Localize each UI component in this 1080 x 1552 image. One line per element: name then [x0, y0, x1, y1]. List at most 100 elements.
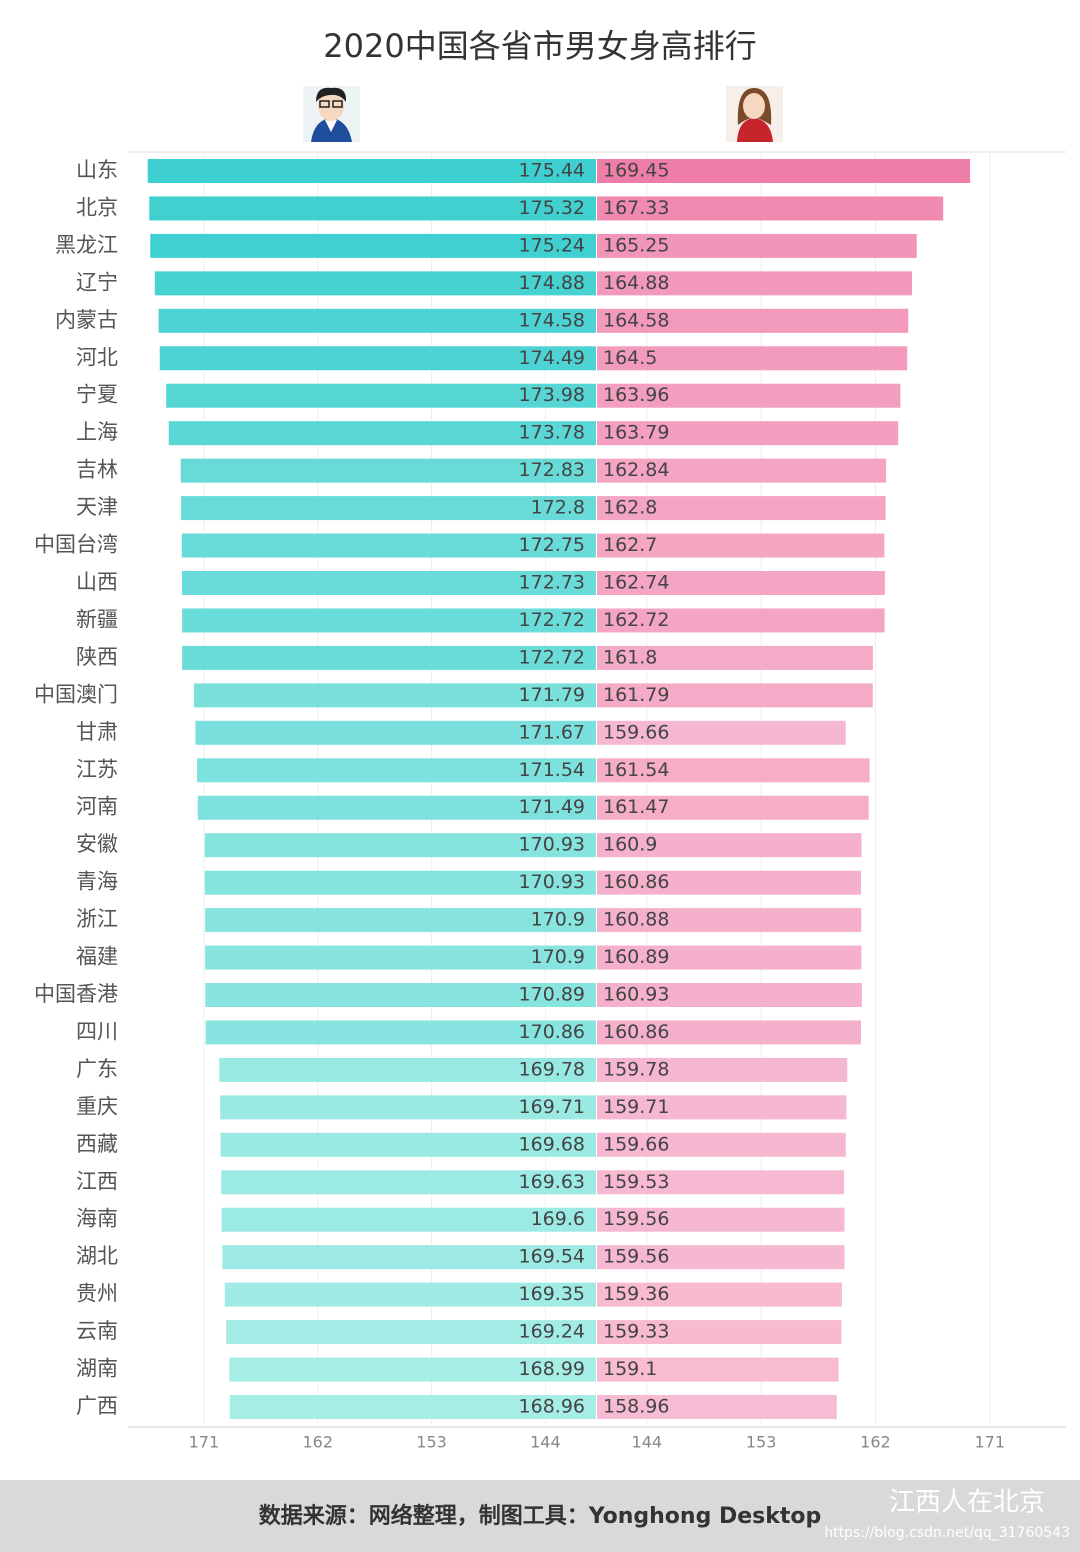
value-label: 161.47 [603, 796, 669, 818]
male-bar [182, 571, 596, 595]
category-label: 宁夏 [76, 383, 118, 407]
x-tick-label: 162 [302, 1433, 333, 1452]
female-bar [597, 233, 917, 258]
value-label: 171.54 [519, 759, 585, 781]
female-bar [597, 1057, 848, 1082]
value-label: 164.58 [603, 309, 669, 331]
value-label: 175.24 [519, 234, 585, 256]
category-label: 江苏 [76, 757, 118, 781]
female-bar [597, 758, 870, 783]
value-label: 160.88 [603, 909, 669, 931]
female-bar [597, 308, 909, 333]
value-label: 162.7 [603, 534, 657, 556]
value-label: 172.83 [519, 459, 585, 481]
value-label: 164.5 [603, 347, 657, 369]
category-label: 重庆 [76, 1094, 118, 1118]
x-tick-label: 162 [860, 1433, 891, 1452]
female-bar [597, 496, 886, 521]
male-bar [205, 1020, 596, 1045]
value-label: 171.67 [519, 721, 585, 743]
value-label: 161.8 [603, 646, 657, 668]
female-bar [597, 1320, 842, 1345]
value-label: 170.93 [519, 834, 585, 856]
female-bar [597, 1245, 845, 1270]
watermark: 江西人在北京 [889, 1488, 1045, 1518]
value-label: 159.36 [603, 1283, 669, 1305]
category-label: 江西 [76, 1169, 118, 1193]
female-bar [597, 720, 846, 745]
category-label: 内蒙古 [55, 308, 118, 332]
value-label: 160.9 [603, 834, 657, 856]
female-bar [597, 196, 944, 221]
category-label: 安徽 [76, 832, 118, 856]
category-label: 四川 [76, 1019, 118, 1043]
value-label: 161.54 [603, 759, 669, 781]
female-bar [597, 945, 862, 970]
value-label: 159.66 [603, 1133, 669, 1155]
male-bar [147, 159, 597, 183]
male-bar [180, 458, 596, 483]
value-label: 160.86 [603, 871, 669, 893]
value-label: 170.9 [531, 909, 585, 931]
value-label: 169.35 [519, 1283, 585, 1305]
category-label: 黑龙江 [55, 233, 118, 257]
male-bar [182, 645, 596, 670]
male-bar [222, 1245, 596, 1270]
male-bar [205, 983, 596, 1007]
value-label: 169.71 [519, 1096, 585, 1118]
value-label: 159.56 [603, 1246, 669, 1268]
footer-source: 数据来源：网络整理，制图工具：Yonghong Desktop [259, 1503, 822, 1529]
female-bar [597, 645, 873, 670]
female-bar [597, 271, 913, 296]
male-bar [166, 383, 596, 408]
female-bar [597, 159, 971, 183]
value-label: 170.9 [531, 946, 585, 968]
value-label: 160.89 [603, 946, 669, 968]
value-label: 171.49 [519, 796, 585, 818]
value-label: 172.72 [519, 646, 585, 668]
female-bar [597, 1095, 847, 1120]
value-label: 163.96 [603, 384, 669, 406]
female-bar [597, 870, 861, 895]
male-bar [204, 833, 597, 858]
value-label: 159.53 [603, 1171, 669, 1193]
male-bar [197, 758, 596, 783]
x-tick-label: 153 [746, 1433, 777, 1452]
value-label: 162.72 [603, 609, 669, 631]
male-bar [168, 421, 597, 446]
value-label: 162.74 [603, 572, 669, 594]
value-label: 159.33 [603, 1321, 669, 1343]
value-label: 160.93 [603, 984, 669, 1006]
x-tick-label: 144 [530, 1433, 561, 1452]
male-bar [219, 1057, 596, 1082]
value-label: 167.33 [603, 197, 669, 219]
chart-title: 2020中国各省市男女身高排行 [323, 27, 756, 65]
value-label: 170.89 [519, 984, 585, 1006]
value-label: 159.1 [603, 1358, 657, 1380]
value-label: 169.63 [519, 1171, 585, 1193]
value-label: 162.84 [603, 459, 669, 481]
category-label: 上海 [76, 420, 118, 444]
url: https://blog.csdn.net/qq_31760543 [824, 1525, 1070, 1541]
category-label: 中国澳门 [34, 682, 118, 706]
category-label: 北京 [76, 195, 118, 219]
male-bar [158, 308, 596, 333]
value-label: 168.96 [519, 1396, 585, 1418]
female-bar [597, 571, 885, 595]
male-bar [220, 1095, 596, 1120]
value-label: 169.68 [519, 1133, 585, 1155]
category-label: 湖北 [76, 1244, 118, 1268]
value-label: 162.8 [603, 497, 657, 519]
x-tick-label: 144 [632, 1433, 663, 1452]
value-label: 173.78 [519, 422, 585, 444]
value-label: 164.88 [603, 272, 669, 294]
male-bar [181, 496, 596, 521]
male-bar [229, 1395, 596, 1419]
value-label: 174.88 [519, 272, 585, 294]
value-label: 159.66 [603, 721, 669, 743]
value-label: 173.98 [519, 384, 585, 406]
female-icon [726, 86, 783, 142]
value-label: 161.79 [603, 684, 669, 706]
female-bar [597, 1132, 846, 1157]
